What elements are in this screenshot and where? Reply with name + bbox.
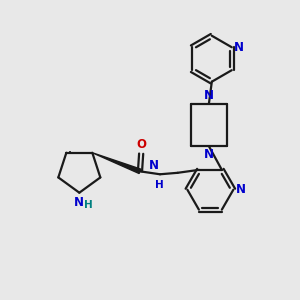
Text: N: N [74, 196, 84, 209]
Polygon shape [92, 153, 141, 173]
Text: N: N [234, 41, 244, 54]
Text: N: N [236, 183, 246, 196]
Text: H: H [84, 200, 92, 210]
Text: O: O [136, 138, 146, 151]
Text: N: N [149, 159, 159, 172]
Text: N: N [204, 89, 214, 102]
Text: N: N [204, 148, 214, 161]
Text: H: H [155, 180, 164, 190]
